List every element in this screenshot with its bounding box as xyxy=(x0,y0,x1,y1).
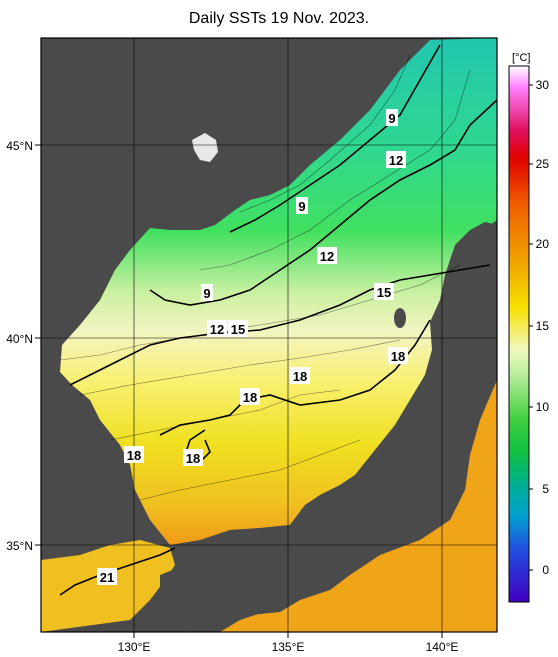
lon-label-140: 140°E xyxy=(426,640,459,654)
colorbar xyxy=(508,65,530,603)
contour-label: 15 xyxy=(231,322,245,337)
honshu xyxy=(205,275,497,570)
colorbar-tick-label: 10 xyxy=(536,400,550,414)
contour-label-bg xyxy=(183,449,203,466)
colorbar-tick-label: 15 xyxy=(536,319,550,333)
axis-ticks xyxy=(35,144,443,638)
contour-label-bg xyxy=(374,283,394,300)
contour-label: 12 xyxy=(389,153,403,168)
contour-labels: 9 12 9 12 9 15 12 15 18 18 18 18 18 21 xyxy=(97,109,408,585)
shikoku xyxy=(220,585,300,615)
contour-label-bg xyxy=(296,197,308,214)
contour-label-bg xyxy=(124,446,144,463)
contour-label-bg xyxy=(240,388,260,405)
contour-label-bg xyxy=(97,568,117,585)
contour-label: 18 xyxy=(186,451,200,466)
contour-label-bg xyxy=(386,151,406,168)
contour-label: 18 xyxy=(243,390,257,405)
colorbar-tick-label: 5 xyxy=(542,482,549,496)
contour-label: 21 xyxy=(100,570,114,585)
contour-label-bg xyxy=(201,284,213,301)
east-china-sea xyxy=(41,540,175,632)
hokkaido xyxy=(455,222,497,270)
contour-label: 9 xyxy=(298,199,305,214)
contour-label: 18 xyxy=(391,349,405,364)
colorbar-unit: [°C] xyxy=(512,52,531,64)
contour-label-bg xyxy=(290,367,310,384)
colorbar-tick-label: 25 xyxy=(536,157,550,171)
map-title: Daily SSTs 19 Nov. 2023. xyxy=(188,10,370,27)
minor-isotherms xyxy=(59,54,471,501)
contour-label: 9 xyxy=(388,111,395,126)
lon-label-135: 135°E xyxy=(272,640,305,654)
colorbar-tick-label: 0 xyxy=(542,563,549,577)
lat-label-35: 35°N xyxy=(6,539,33,553)
contour-label-bg xyxy=(207,320,227,337)
lake-khanka xyxy=(192,133,218,162)
pacific-ocean xyxy=(220,380,497,632)
graticule xyxy=(41,38,497,632)
contour-label: 18 xyxy=(127,448,141,463)
map-frame xyxy=(40,37,498,633)
colorbar-tick-label: 30 xyxy=(536,78,550,92)
sado-island xyxy=(394,308,406,328)
contour-label: 9 xyxy=(203,286,210,301)
contour-label: 18 xyxy=(293,369,307,384)
colorbar-tick-label: 20 xyxy=(536,237,550,251)
colorbar-ticks: 30 25 20 15 10 5 0 xyxy=(529,78,549,577)
lat-label-40: 40°N xyxy=(6,332,33,346)
contour-label-bg xyxy=(386,109,398,126)
contour-label: 12 xyxy=(210,322,224,337)
contour-label-bg xyxy=(388,347,408,364)
contour-label: 15 xyxy=(377,285,391,300)
lat-label-45: 45°N xyxy=(6,139,33,153)
lon-label-130: 130°E xyxy=(118,640,151,654)
major-isotherms xyxy=(59,44,497,596)
kyushu xyxy=(160,565,210,632)
contour-label-bg xyxy=(317,247,337,264)
contour-label-bg xyxy=(228,320,248,337)
contour-label: 12 xyxy=(320,249,334,264)
